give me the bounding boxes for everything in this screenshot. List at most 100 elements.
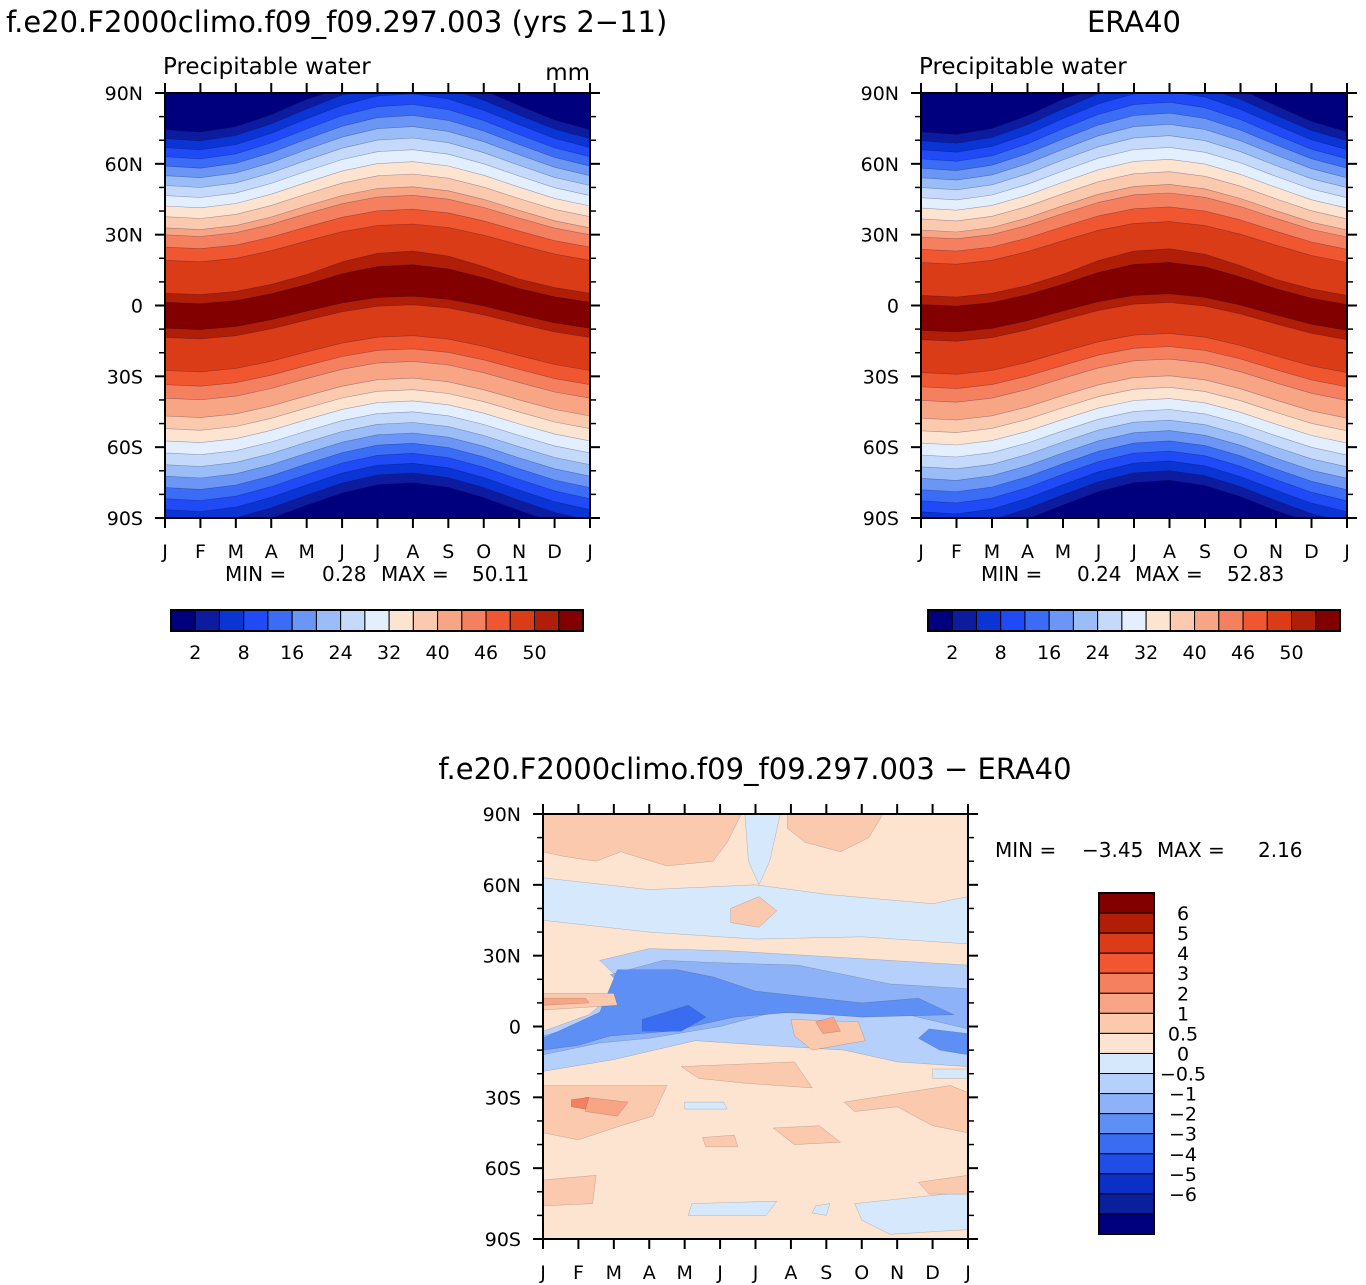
colorbar-label: 2	[1177, 983, 1189, 1005]
colorbar-swatch	[340, 609, 366, 632]
colorbar-swatch	[291, 609, 317, 632]
diff-neg-core	[917, 1028, 968, 1056]
colorbar-label: 16	[280, 642, 304, 664]
colorbar-swatch	[951, 609, 977, 632]
colorbar-label: 46	[474, 642, 498, 664]
colorbar-swatch	[412, 609, 439, 632]
x-tick-label: F	[951, 541, 962, 563]
x-tick-label: J	[539, 1262, 546, 1284]
colorbar-swatch	[485, 609, 511, 632]
panel-era40-colorbar: 2 8 16 24 32 40 46 50	[927, 609, 1341, 664]
colorbar-swatch	[364, 609, 390, 632]
colorbar-swatch	[218, 609, 245, 632]
y-tick-label: 0	[509, 1017, 521, 1039]
x-tick-label: A	[1021, 541, 1034, 563]
colorbar-swatch	[927, 609, 953, 632]
colorbar-swatch	[461, 609, 487, 632]
diff-neg-patch	[684, 1101, 728, 1110]
panel-model-stats: MIN = 0.28 MAX = 50.11	[225, 562, 529, 586]
x-tick-label: J	[1343, 541, 1350, 563]
diff-neg-patch	[687, 1200, 778, 1216]
colorbar-swatch	[437, 609, 463, 632]
colorbar-swatch	[1098, 972, 1155, 994]
y-tick-label: 90S	[485, 1229, 521, 1251]
min-value: 0.28	[322, 562, 367, 586]
panel-diff-title: f.e20.F2000climo.f09_f09.297.003 − ERA40	[438, 752, 1071, 786]
x-tick-label: J	[1095, 541, 1102, 563]
panel-model: f.e20.F2000climo.f09_f09.297.003 (yrs 2−…	[6, 5, 667, 664]
colorbar-swatch	[1098, 1113, 1155, 1135]
panel-model-title: f.e20.F2000climo.f09_f09.297.003 (yrs 2−…	[6, 5, 667, 39]
x-tick-label: A	[406, 541, 419, 563]
diff-neg-patch	[932, 1068, 968, 1079]
panel-model-subtitle: Precipitable water	[163, 54, 371, 80]
panel-era40: ERA40 Precipitable water J F M A M J J A S O N D J90…	[861, 5, 1357, 664]
colorbar-label: 4	[1177, 943, 1189, 965]
colorbar-label: −6	[1169, 1184, 1197, 1206]
x-tick-label: M	[298, 541, 314, 563]
colorbar-label: −2	[1169, 1104, 1197, 1126]
colorbar-label: −4	[1169, 1144, 1197, 1166]
colorbar-swatch	[1097, 609, 1123, 632]
x-tick-label: N	[1269, 541, 1283, 563]
min-label: MIN =	[225, 562, 286, 586]
colorbar-label: −1	[1169, 1084, 1197, 1106]
colorbar-swatch	[534, 609, 560, 632]
x-tick-label: D	[1304, 541, 1319, 563]
colorbar-label: 2	[946, 642, 958, 664]
y-tick-label: 30N	[483, 946, 521, 968]
colorbar-swatch	[1098, 1073, 1155, 1095]
max-value: 2.16	[1258, 838, 1303, 862]
x-tick-label: J	[374, 541, 381, 563]
colorbar-swatch	[1194, 609, 1220, 632]
colorbar-frame	[1098, 892, 1155, 1235]
colorbar-swatch	[1169, 609, 1196, 632]
y-tick-label: 60N	[483, 875, 521, 897]
y-tick-label: 0	[131, 296, 143, 318]
colorbar-label: 32	[1134, 642, 1158, 664]
colorbar-label: 40	[425, 642, 449, 664]
colorbar-label: 24	[329, 642, 353, 664]
era40-pw-level-16	[921, 262, 1347, 333]
colorbar-swatch	[170, 609, 196, 632]
x-tick-label: J	[716, 1262, 723, 1284]
colorbar-frame	[170, 609, 584, 632]
colorbar-swatch	[1098, 952, 1155, 974]
x-tick-label: M	[676, 1262, 692, 1284]
y-tick-label: 90N	[861, 83, 899, 105]
colorbar-swatch	[1098, 892, 1155, 914]
x-tick-label: M	[228, 541, 244, 563]
x-tick-label: N	[512, 541, 526, 563]
y-tick-label: 30S	[485, 1087, 521, 1109]
max-label: MAX =	[1135, 562, 1203, 586]
x-tick-label: J	[917, 541, 924, 563]
max-label: MAX =	[381, 562, 449, 586]
y-tick-label: 60N	[861, 154, 899, 176]
colorbar-frame	[927, 609, 1341, 632]
colorbar-swatch	[388, 609, 414, 632]
y-tick-label: 60S	[107, 437, 143, 459]
x-tick-label: J	[338, 541, 345, 563]
panel-era40-subtitle: Precipitable water	[919, 54, 1127, 80]
colorbar-swatch	[1121, 609, 1147, 632]
y-tick-label: 60N	[105, 154, 143, 176]
colorbar-swatch	[1218, 609, 1244, 632]
colorbar-swatch	[1098, 932, 1155, 954]
min-label: MIN =	[995, 838, 1056, 862]
colorbar-swatch	[975, 609, 1002, 632]
x-tick-label: F	[195, 541, 206, 563]
colorbar-label: 0.5	[1168, 1023, 1198, 1045]
colorbar-swatch	[1098, 1032, 1155, 1054]
x-tick-label: J	[1130, 541, 1137, 563]
colorbar-swatch	[1242, 609, 1268, 632]
colorbar-label: 16	[1037, 642, 1061, 664]
colorbar-label: 3	[1177, 963, 1189, 985]
colorbar-swatch	[1098, 992, 1155, 1014]
colorbar-swatch	[194, 609, 220, 632]
colorbar-swatch	[558, 609, 584, 632]
y-tick-label: 30N	[105, 225, 143, 247]
x-tick-label: M	[1055, 541, 1071, 563]
colorbar-label: 6	[1177, 903, 1189, 925]
panel-era40-stats: MIN = 0.24 MAX = 52.83	[981, 562, 1284, 586]
colorbar-swatch	[1291, 609, 1317, 632]
